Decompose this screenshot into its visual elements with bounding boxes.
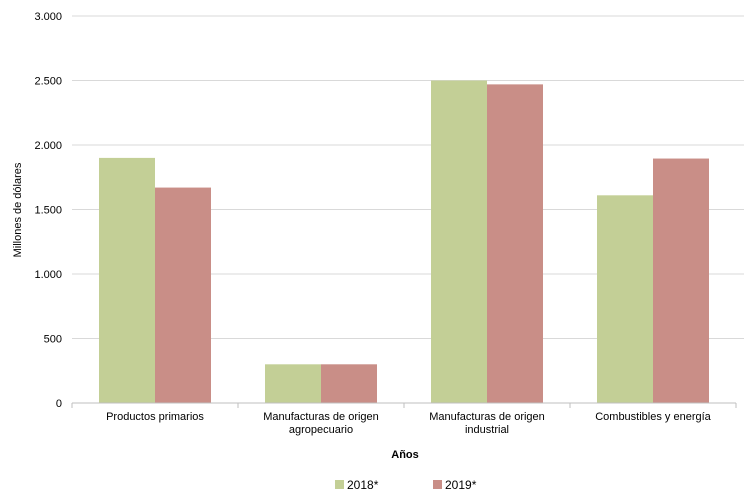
y-tick-label: 1.500 [34, 205, 62, 217]
bar-2019-0 [155, 187, 211, 403]
y-tick-label: 500 [44, 334, 62, 346]
bar-2018-2 [431, 80, 487, 403]
bar-2018-3 [597, 195, 653, 403]
bar-2018-0 [99, 157, 155, 403]
y-axis-title: Millones de dólares [12, 162, 24, 257]
y-tick-label: 2.500 [34, 76, 62, 88]
y-tick-label: 0 [56, 398, 62, 410]
category-label: Manufacturas de origen agropecuario [263, 411, 379, 436]
legend: 2018* 2019* [335, 478, 477, 492]
legend-label: 2018* [347, 478, 379, 492]
y-tick-labels: 0 500 1.000 1.500 2.000 2.500 3.000 [34, 11, 62, 410]
category-label: Combustibles y energía [595, 411, 711, 423]
y-tick-label: 2.000 [34, 140, 62, 152]
x-axis-title: Años [391, 449, 419, 461]
legend-label: 2019* [445, 478, 477, 492]
bar-2018-1 [265, 364, 321, 403]
legend-swatch [433, 480, 442, 489]
legend-swatch [335, 480, 344, 489]
category-label: Manufacturas de origen industrial [429, 411, 545, 436]
bars [99, 80, 709, 404]
x-tick-marks [71, 403, 737, 408]
bar-2019-2 [487, 84, 543, 404]
category-label: Productos primarios [106, 411, 204, 423]
y-tick-label: 3.000 [34, 11, 62, 23]
bar-2019-1 [321, 364, 377, 403]
category-labels: Productos primarios Manufacturas de orige… [106, 411, 712, 436]
bar-2019-3 [653, 158, 709, 403]
y-tick-label: 1.000 [34, 269, 62, 281]
